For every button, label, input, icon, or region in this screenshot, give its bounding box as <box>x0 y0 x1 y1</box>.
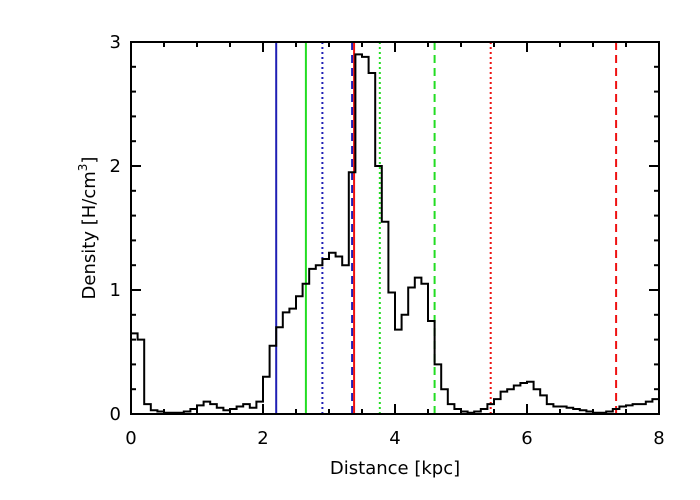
y-tick-label: 3 <box>110 32 121 53</box>
plot-frame <box>130 41 660 415</box>
x-tick-label: 6 <box>521 428 532 449</box>
y-tick-label: 0 <box>110 404 121 425</box>
y-tick-label: 2 <box>110 156 121 177</box>
x-tick-label: 4 <box>389 428 400 449</box>
x-tick-label: 2 <box>257 428 268 449</box>
x-axis: 0 2 4 6 8 <box>125 42 665 449</box>
y-axis-title: Density [H/cm3] <box>76 157 100 300</box>
reference-lines <box>275 42 618 414</box>
x-tick-label: 0 <box>125 428 136 449</box>
y-axis: 0 1 2 3 <box>110 32 659 425</box>
density-histogram <box>130 53 659 414</box>
x-axis-title: Distance [kpc] <box>330 458 460 479</box>
y-axis-title-main: Density [H/cm <box>79 171 100 299</box>
y-axis-title-superscript: 3 <box>76 164 90 172</box>
y-axis-title-close: ] <box>79 157 100 164</box>
x-tick-label: 8 <box>653 428 664 449</box>
y-tick-label: 1 <box>110 280 121 301</box>
